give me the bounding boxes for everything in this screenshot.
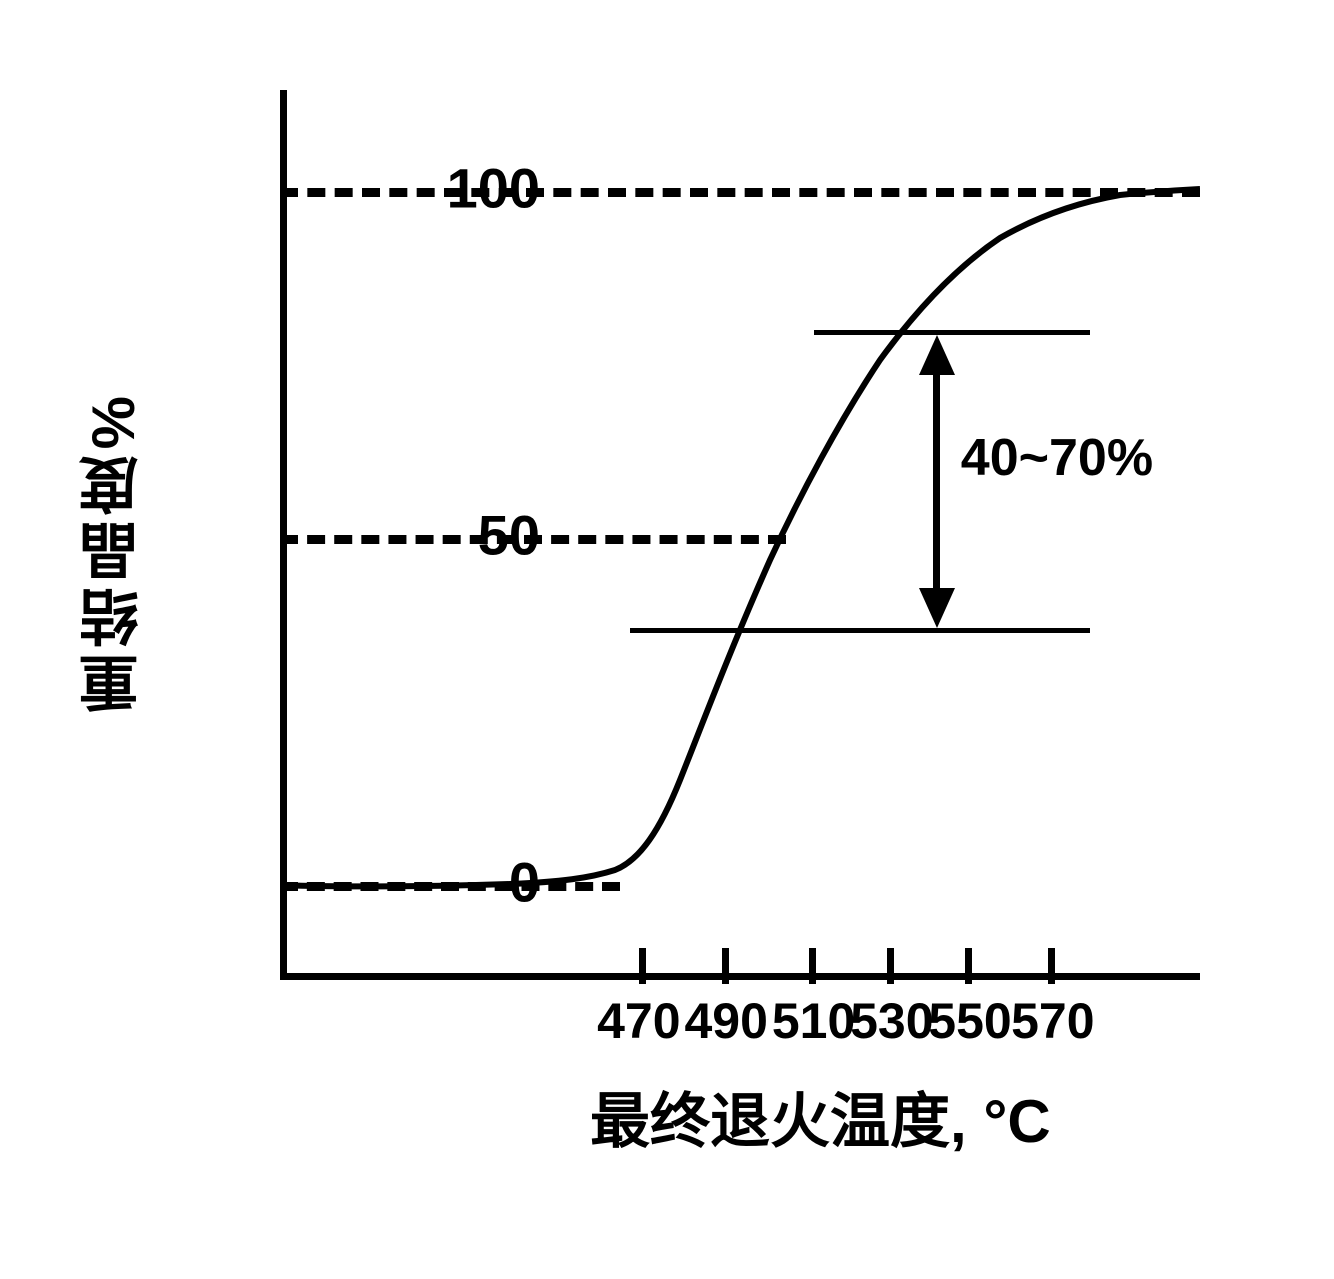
annotation-label: 40~70% — [961, 428, 1153, 488]
x-tick — [887, 948, 894, 984]
y-tick-label: 0 — [509, 850, 540, 915]
x-tick — [809, 948, 816, 984]
x-tick-label: 530 — [850, 992, 933, 1050]
x-tick-label: 550 — [928, 992, 1011, 1050]
plot-area: 40~70% 470 490 510 530 550 570 最终退火温度, °… — [280, 90, 1200, 980]
chart-container: 40~70% 470 490 510 530 550 570 最终退火温度, °… — [80, 40, 1280, 1220]
x-tick-label: 490 — [684, 992, 767, 1050]
x-tick — [965, 948, 972, 984]
x-tick-label: 510 — [772, 992, 855, 1050]
x-tick — [722, 948, 729, 984]
sigmoid-curve — [280, 90, 1200, 980]
x-tick — [639, 948, 646, 984]
x-tick-label: 470 — [597, 992, 680, 1050]
y-tick-label: 50 — [478, 503, 540, 568]
annotation-lower-line — [630, 628, 1090, 633]
annotation-arrow-shaft — [933, 357, 940, 606]
y-tick-label: 100 — [447, 155, 540, 220]
annotation-arrow-up — [919, 335, 955, 375]
annotation-arrow-down — [919, 588, 955, 628]
y-axis-title: 重结晶度% — [70, 390, 157, 713]
x-tick — [1048, 948, 1055, 984]
x-axis-title: 最终退火温度, °C — [590, 1073, 1051, 1160]
x-tick-label: 570 — [1011, 992, 1094, 1050]
curve-path — [280, 189, 1200, 886]
